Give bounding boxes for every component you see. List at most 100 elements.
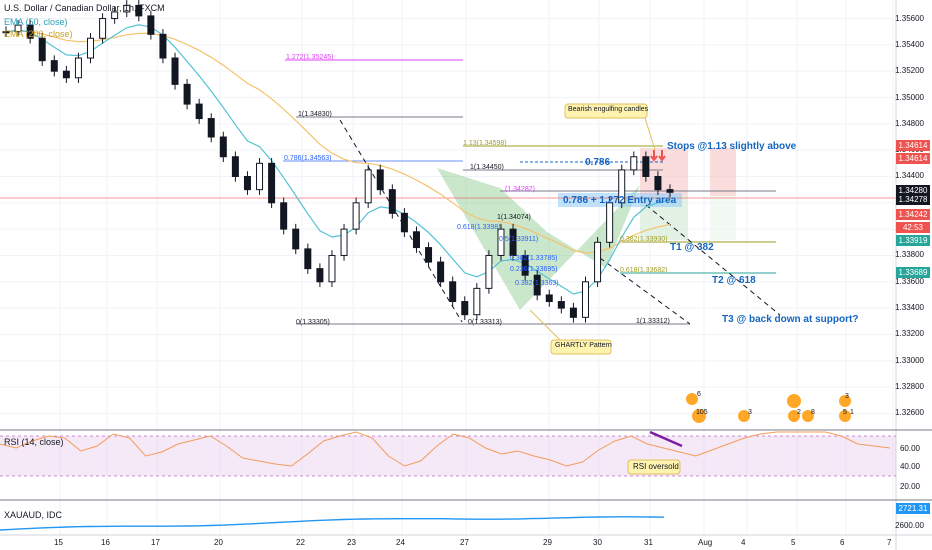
annotation-label: 1.13(1.34598) <box>463 140 507 147</box>
candle-body <box>521 254 529 276</box>
annotation-label: 1(1.33312) <box>636 318 670 325</box>
xauaud-line <box>0 516 665 531</box>
event-flag-icon[interactable] <box>839 395 851 407</box>
time-tick-label: Aug <box>698 538 713 547</box>
candle-body <box>256 162 264 191</box>
candle-body <box>219 136 227 158</box>
rsi-line <box>0 431 891 467</box>
price-badge: 1.34614 <box>896 153 930 164</box>
event-count: 6 <box>697 391 701 398</box>
time-tick-label: 6 <box>840 538 845 547</box>
candle-body <box>26 24 34 39</box>
candle-body <box>666 189 674 193</box>
candle-body <box>2 31 10 34</box>
event-count: 2 <box>797 409 801 416</box>
candle-body <box>654 175 662 191</box>
candle-body <box>135 4 143 17</box>
event-count: 105 <box>696 409 708 416</box>
annotation-label: 1(1.34830) <box>298 111 332 118</box>
candle-body <box>461 301 469 316</box>
candle-body <box>642 156 650 177</box>
event-flag-icon[interactable] <box>692 409 706 423</box>
rsi-tick: 60.00 <box>899 444 920 453</box>
candle-body <box>533 274 541 296</box>
candle-body <box>509 228 517 256</box>
price-badge: 1.34280 <box>896 185 930 196</box>
candle-body <box>364 169 372 204</box>
event-flag-icon[interactable] <box>802 410 814 422</box>
candle-body <box>316 268 324 283</box>
event-flag-icon[interactable] <box>839 410 851 422</box>
callout-bearish-box <box>564 103 648 119</box>
candle-body <box>231 156 239 177</box>
candle-body <box>376 169 384 191</box>
annotation-label: 0.786(1.34563) <box>284 155 332 162</box>
event-count: 3 <box>845 393 849 400</box>
event-count: 8 <box>811 409 815 416</box>
price-badge: 1.34242 <box>896 209 930 220</box>
candle-body <box>87 37 95 59</box>
price-tick-label: 1.35000 <box>895 92 924 102</box>
price-badge: 1.33689 <box>896 267 930 278</box>
event-flag-icon[interactable] <box>788 410 800 422</box>
candle-body <box>400 212 408 233</box>
annotation-label: 1(1.34074) <box>497 214 531 221</box>
candle-body <box>159 33 167 59</box>
time-tick-label: 15 <box>54 538 63 547</box>
projection-line-2 <box>645 204 781 316</box>
candle-body <box>74 57 82 79</box>
price-badge: 1.34278 <box>896 194 930 205</box>
candle-body <box>388 189 396 214</box>
time-tick-label: 5 <box>791 538 796 547</box>
price-tick-label: 1.33400 <box>895 303 924 313</box>
xauaud-tick: 2600.00 <box>895 521 924 530</box>
candle-body <box>449 281 457 303</box>
price-tick-label: 1.33000 <box>895 355 924 365</box>
price-badge: 1.33919 <box>896 235 930 246</box>
time-tick-label: 30 <box>593 538 602 547</box>
annotation-label: T1 @ 382 <box>670 242 714 253</box>
event-flag-icon[interactable] <box>686 393 698 405</box>
candle-body <box>485 254 493 289</box>
price-tick-label: 1.35600 <box>895 13 924 23</box>
annotation-label: Bearish engulfing candles <box>568 106 649 113</box>
short-position-stop-zone-2 <box>710 148 736 196</box>
candle-body <box>243 175 251 191</box>
chart-title: U.S. Dollar / Canadian Dollar, 1h, FXCM <box>4 3 165 13</box>
callout-gartley-pointer <box>529 309 561 341</box>
candle-body <box>352 202 360 230</box>
time-tick-label: 7 <box>887 538 892 547</box>
candle-body <box>304 248 312 270</box>
event-flag-icon[interactable] <box>738 410 750 422</box>
arrow-down-icon-2 <box>658 150 666 162</box>
arrow-down-icon <box>650 150 658 162</box>
price-tick-label: 1.33200 <box>895 329 924 339</box>
candle-body <box>147 15 155 35</box>
candle-body <box>171 57 179 85</box>
candle-body <box>425 247 433 263</box>
annotation-label: 0.382(1.33785) <box>510 255 558 262</box>
time-tick-label: 16 <box>101 538 110 547</box>
economic-events[interactable] <box>686 393 851 423</box>
event-flag-icon[interactable] <box>787 394 801 408</box>
annotation-label: Stops @1.13 slightly above <box>667 141 797 152</box>
ema50-line <box>5 24 671 295</box>
candle-body <box>340 228 348 256</box>
annotation-label: 0(1.33313) <box>468 319 502 326</box>
candle-body <box>99 18 107 39</box>
candle-body <box>594 241 602 283</box>
time-tick-label: 23 <box>347 538 356 547</box>
candle-body <box>557 301 565 309</box>
xauaud-legend: XAUAUD, IDC <box>4 510 63 520</box>
callout-bearish-pointer <box>644 117 656 151</box>
candle-body <box>50 60 58 72</box>
annotation-label: T2 @ 618 <box>712 275 756 286</box>
rsi-band <box>0 436 896 476</box>
candle-body <box>62 70 70 79</box>
candle-body <box>545 294 553 303</box>
annotation-label: 1(1.34450) <box>470 164 504 171</box>
time-tick-label: 22 <box>296 538 305 547</box>
annotation-label: (1.34282) <box>505 186 535 193</box>
candle-body <box>292 228 300 250</box>
